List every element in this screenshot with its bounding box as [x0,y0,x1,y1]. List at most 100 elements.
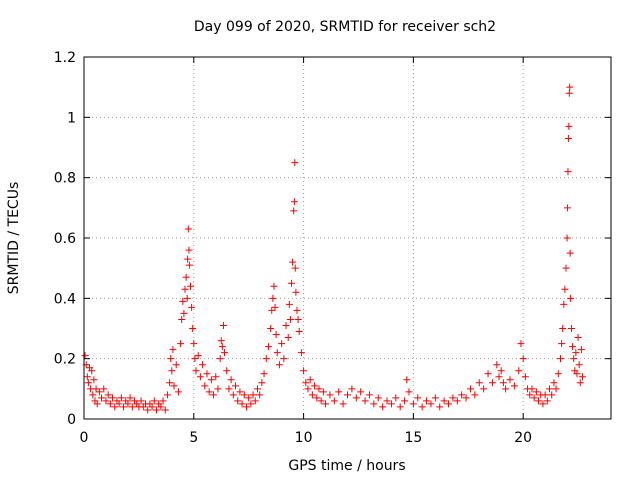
data-point [256,391,264,399]
data-point [271,303,279,311]
data-point [102,397,110,405]
data-point [449,394,457,402]
data-point [510,382,518,390]
data-point [167,355,175,363]
data-point [161,406,169,414]
y-axis-label: SRMTID / TECUs [6,182,22,295]
data-point [92,385,100,393]
data-point [289,258,297,266]
data-point [191,355,199,363]
data-point [497,367,505,375]
data-point [184,225,192,233]
data-point [526,391,534,399]
data-point [572,349,580,357]
data-point [392,394,400,402]
data-point [290,198,298,206]
data-point [308,391,316,399]
data-point [194,352,202,360]
data-point [532,388,540,396]
data-point [201,382,209,390]
data-point [205,388,213,396]
grid-lines [84,57,611,419]
data-point [269,294,277,302]
data-point [292,288,300,296]
data-point [182,273,190,281]
data-point [214,385,222,393]
data-point [184,255,192,263]
data-point [225,385,233,393]
data-point [157,403,165,411]
data-point [232,382,240,390]
y-tick-label: 1.2 [54,50,76,66]
data-point [302,379,310,387]
data-point [268,306,276,314]
data-point [238,400,246,408]
chart-title: Day 099 of 2020, SRMTID for receiver sch… [194,19,496,35]
data-point [290,207,298,215]
data-point [319,388,327,396]
data-point [339,400,347,408]
data-point [109,394,117,402]
data-point [89,391,97,399]
data-point [294,315,302,323]
data-point [575,361,583,369]
data-point [466,385,474,393]
data-point [311,382,319,390]
data-point [335,388,343,396]
data-point [273,349,281,357]
data-point [488,379,496,387]
data-point [163,391,171,399]
data-point [317,397,325,405]
data-point [284,334,292,342]
data-point [207,376,215,384]
data-point [546,385,554,393]
data-point [234,397,242,405]
data-point [414,394,422,402]
data-point [249,391,257,399]
data-point [229,391,237,399]
data-point [152,406,160,414]
data-point [569,343,577,351]
data-point [120,403,128,411]
data-point [561,285,569,293]
data-point [379,403,387,411]
data-point [117,394,125,402]
data-point [574,334,582,342]
data-point [227,376,235,384]
data-point [177,340,185,348]
data-point [178,315,186,323]
data-point [192,367,200,375]
data-point [357,388,365,396]
data-point [365,391,373,399]
data-point [280,355,288,363]
data-point [137,397,145,405]
data-point [260,370,268,378]
data-point [484,370,492,378]
data-point [196,373,204,381]
data-point [219,321,227,329]
data-point [172,361,180,369]
data-point [458,391,466,399]
data-point [567,294,575,302]
data-point [352,394,360,402]
data-point [405,388,413,396]
data-point [374,394,382,402]
data-point [278,340,286,348]
data-point [519,355,527,363]
data-point [543,397,551,405]
data-point [409,400,417,408]
data-point [170,382,178,390]
data-point [361,397,369,405]
data-point [330,397,338,405]
x-tick-label: 15 [404,430,422,446]
data-point [566,83,574,91]
data-point [550,379,558,387]
data-point [144,406,152,414]
data-point [186,282,194,290]
data-point [293,306,301,314]
data-point [253,385,261,393]
data-point [148,403,156,411]
y-tick-label: 0 [67,412,76,428]
y-tick-label: 0.4 [54,291,76,307]
data-point [262,355,270,363]
